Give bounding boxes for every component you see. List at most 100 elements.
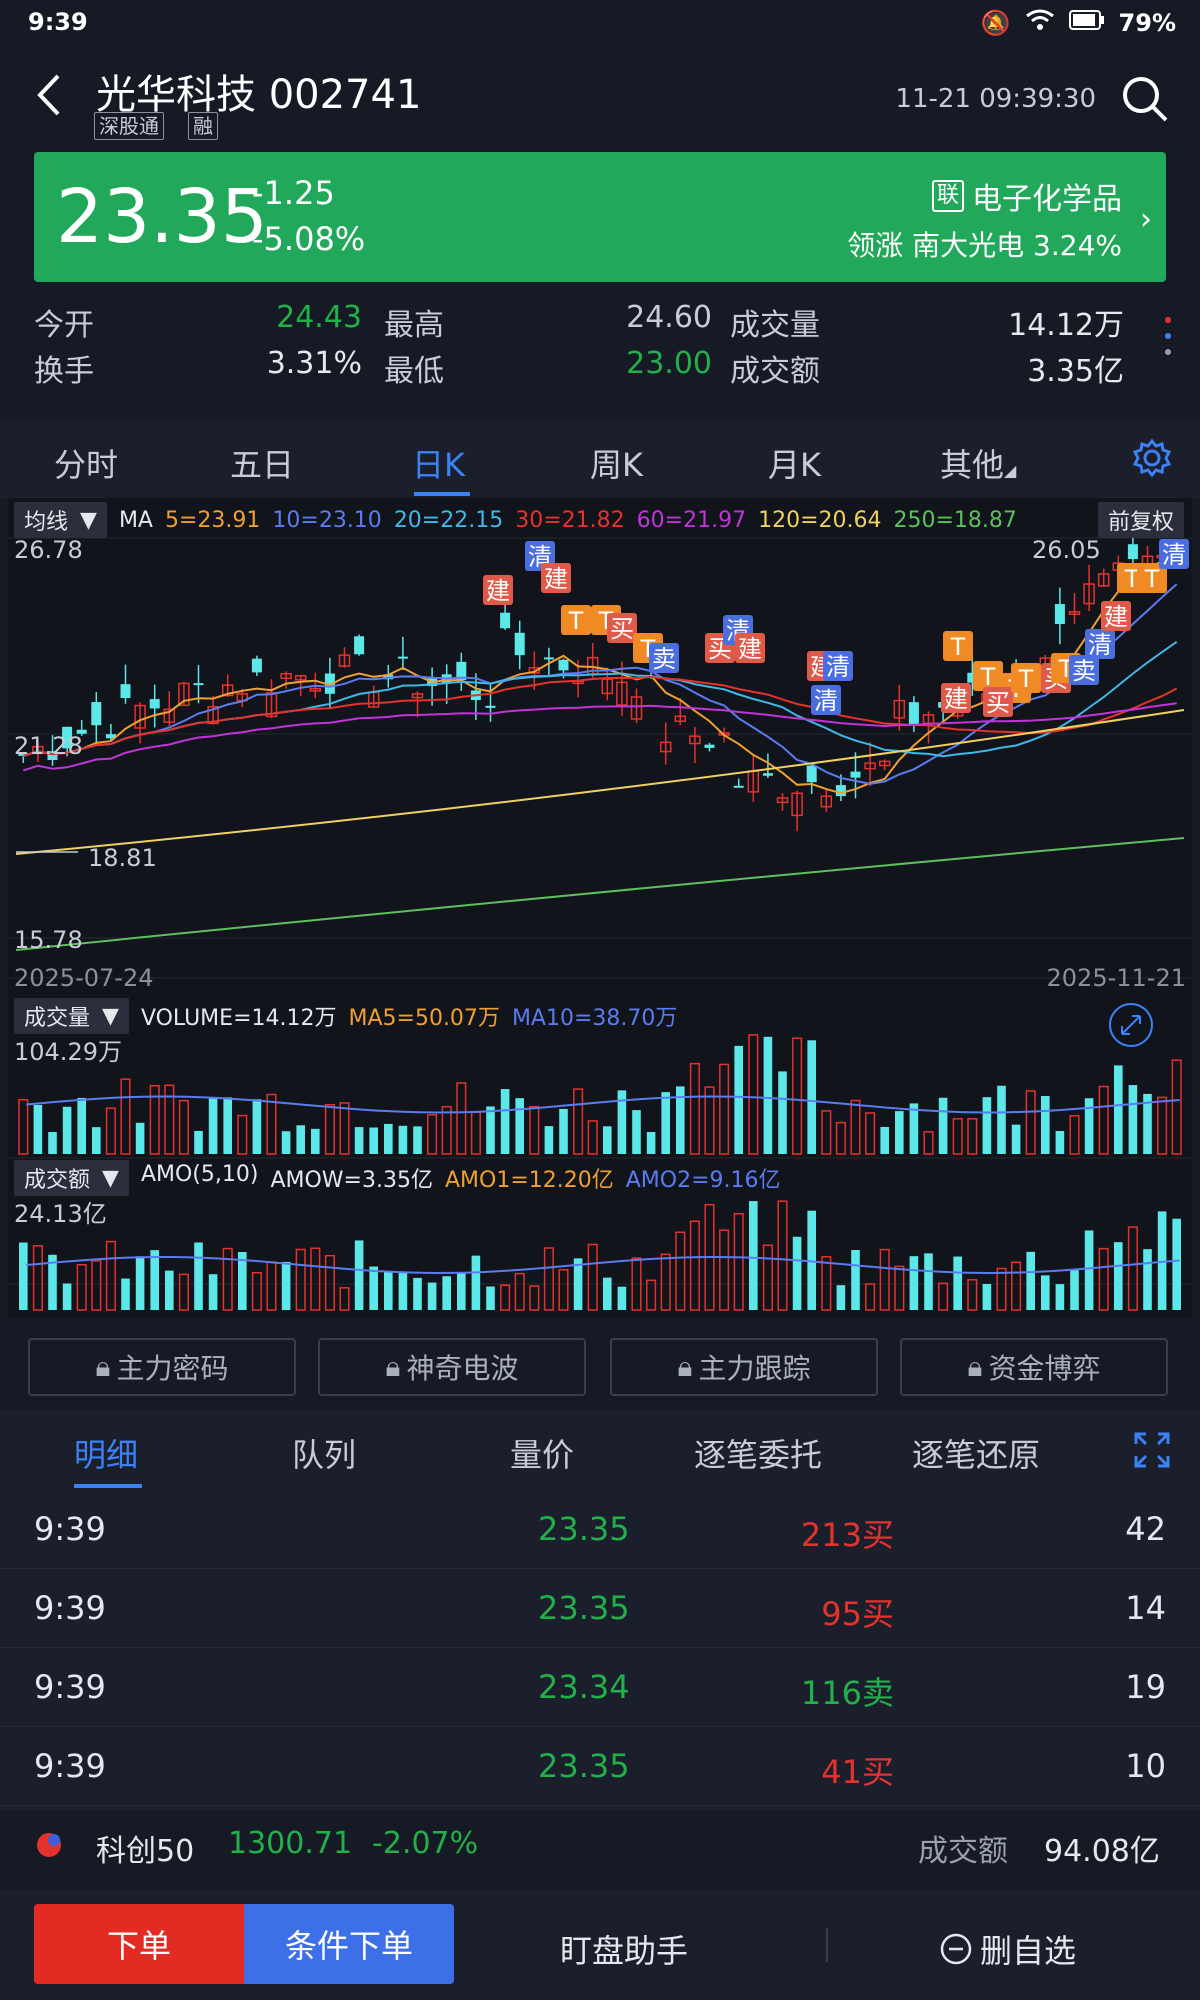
tool-fund-game[interactable]: 🔒︎ 资金博弈 — [900, 1338, 1168, 1396]
signal-marker-label: T — [1124, 565, 1140, 593]
trade-list[interactable]: 9:39 23.35 213买 42 9:39 23.35 95买 14 9:3… — [0, 1490, 1200, 1810]
amount-y-max: 24.13亿 — [14, 1200, 107, 1228]
candle-body — [514, 632, 525, 656]
volume-bar — [792, 1037, 803, 1155]
adjust-dropdown[interactable]: 前复权 — [1097, 502, 1184, 538]
indicator-dropdown[interactable]: 均线 ▼ — [14, 502, 107, 538]
tool-main-track[interactable]: 🔒︎ 主力跟踪 — [610, 1338, 878, 1396]
signal-marker-label: T — [568, 607, 584, 635]
candle-body — [251, 658, 262, 673]
watch-assistant-button[interactable]: 盯盘助手 — [560, 1932, 689, 1970]
candle-body — [908, 702, 919, 725]
signal-marker — [607, 613, 637, 643]
tab-monthly-k[interactable]: 月K — [768, 446, 821, 484]
amount-bar — [1114, 1242, 1123, 1310]
search-button[interactable] — [1120, 74, 1170, 124]
stats-panel[interactable]: 今开 24.43 最高 24.60 成交量 14.12万 换手 3.31% 最低… — [0, 290, 1200, 400]
tab-queue[interactable]: 队列 — [292, 1436, 357, 1474]
order-button[interactable]: 下单 — [34, 1904, 244, 1984]
leader-value: 南大光电 3.24% — [912, 229, 1122, 262]
tab-daily-k[interactable]: 日K — [412, 446, 465, 484]
amount-bar — [675, 1231, 686, 1311]
legend-item: 250=18.87 — [893, 507, 1017, 533]
trade-volume: 95买 — [821, 1595, 894, 1633]
back-button[interactable] — [30, 70, 70, 120]
tab-weekly-k[interactable]: 周K — [590, 446, 643, 484]
index-ticker[interactable]: 科创50 1300.71 -2.07% 成交额 94.08亿 — [0, 1812, 1200, 1902]
legend-item: AMO1=12.20亿 — [444, 1168, 614, 1193]
amount-bar — [617, 1286, 627, 1310]
tab-other[interactable]: 其他◢ — [940, 440, 1016, 486]
sector-link[interactable]: 联 电子化学品 — [931, 174, 1122, 218]
volume-bar — [62, 1106, 72, 1154]
amount-bar — [603, 1277, 612, 1310]
amount-bar — [1055, 1284, 1065, 1310]
tool-main-code[interactable]: 🔒︎ 主力密码 — [28, 1338, 296, 1396]
amount-indicator-dropdown[interactable]: 成交额 ▼ — [14, 1160, 129, 1196]
volume-bar — [1157, 1096, 1168, 1155]
volume-bar — [1041, 1096, 1050, 1154]
legend-item: AMO2=9.16亿 — [625, 1168, 781, 1193]
indicator-label: 均线 — [24, 510, 69, 535]
amount-bar — [733, 1212, 744, 1311]
candle-body — [500, 612, 511, 629]
status-time: 9:39 — [28, 8, 88, 36]
candle-body — [762, 773, 773, 776]
signal-marker — [1085, 629, 1115, 659]
amount-bar — [413, 1277, 422, 1310]
tab-five-day[interactable]: 五日 — [230, 446, 295, 484]
volume-bar — [135, 1122, 145, 1154]
legend-item: 5=23.91 — [164, 507, 261, 533]
amount-bar — [354, 1240, 364, 1310]
candle-body — [105, 734, 116, 739]
volume-indicator-dropdown[interactable]: 成交量 ▼ — [14, 998, 129, 1034]
signal-marker — [483, 575, 513, 605]
stat-label-high: 最高 — [384, 308, 444, 343]
stat-label-amount: 成交额 — [730, 354, 820, 389]
volume-bar — [689, 1062, 700, 1155]
candle-body — [47, 751, 58, 761]
volume-bar — [1069, 1115, 1080, 1155]
volume-bar — [311, 1128, 320, 1154]
more-dots-icon[interactable] — [1164, 314, 1172, 362]
volume-indicator-label: 成交量 — [24, 1006, 91, 1031]
tool-magic-wave[interactable]: 🔒︎ 神奇电波 — [318, 1338, 586, 1396]
amount-bar — [749, 1201, 758, 1310]
tab-volume-price[interactable]: 量价 — [510, 1436, 575, 1474]
tab-tick-orders[interactable]: 逐笔委托 — [694, 1436, 823, 1474]
tab-detail[interactable]: 明细 — [74, 1436, 139, 1474]
remove-watchlist-button[interactable]: 删自选 — [940, 1926, 1076, 1972]
stat-label-volume: 成交量 — [730, 308, 820, 343]
candle-body — [630, 696, 643, 720]
kline-chart-svg[interactable]: 建清建TT买T卖买清建清建清TT建T买T买T卖清建TT清 — [8, 498, 1192, 1318]
candle-body — [163, 708, 176, 723]
volume-bar — [194, 1130, 203, 1154]
signal-markers: 建清建TT买T卖买清建清建清TT建T买T买T卖清建TT清 — [483, 539, 1189, 717]
chevron-right-icon[interactable]: › — [1140, 202, 1152, 237]
candle-body — [1054, 604, 1065, 625]
tab-intraday[interactable]: 分时 — [54, 446, 119, 484]
volume-bar — [1128, 1085, 1138, 1154]
signal-marker-label: T — [1018, 665, 1034, 693]
ma-line — [15, 837, 1185, 951]
volume-bar — [661, 1092, 670, 1154]
expand-chart-icon[interactable] — [1108, 1002, 1154, 1052]
kline-y-mid: 21.28 — [14, 732, 83, 760]
lock-icon: 🔒︎ — [95, 1350, 111, 1383]
tab-tick-restore[interactable]: 逐笔还原 — [912, 1436, 1041, 1474]
candle-body — [659, 741, 672, 753]
gear-icon[interactable] — [1132, 438, 1172, 482]
candle-body — [32, 745, 44, 755]
trade-volume: 116卖 — [800, 1674, 894, 1712]
ma-line — [22, 702, 1177, 772]
kline-y-max: 26.78 — [14, 536, 83, 564]
fullscreen-icon[interactable] — [1134, 1432, 1170, 1472]
amount-bar — [1084, 1230, 1094, 1310]
candle-body — [776, 797, 789, 804]
conditional-order-button[interactable]: 条件下单 — [244, 1904, 454, 1984]
volume-bar — [252, 1099, 262, 1154]
chart-area[interactable]: 建清建TT买T卖买清建清建清TT建T买T买T卖清建TT清 均线▼ MA 5=23… — [8, 498, 1192, 1318]
trade-count: 10 — [1125, 1747, 1166, 1785]
amount-bar — [32, 1245, 43, 1311]
sector-leader[interactable]: 领涨 南大光电 3.24% — [847, 224, 1122, 264]
